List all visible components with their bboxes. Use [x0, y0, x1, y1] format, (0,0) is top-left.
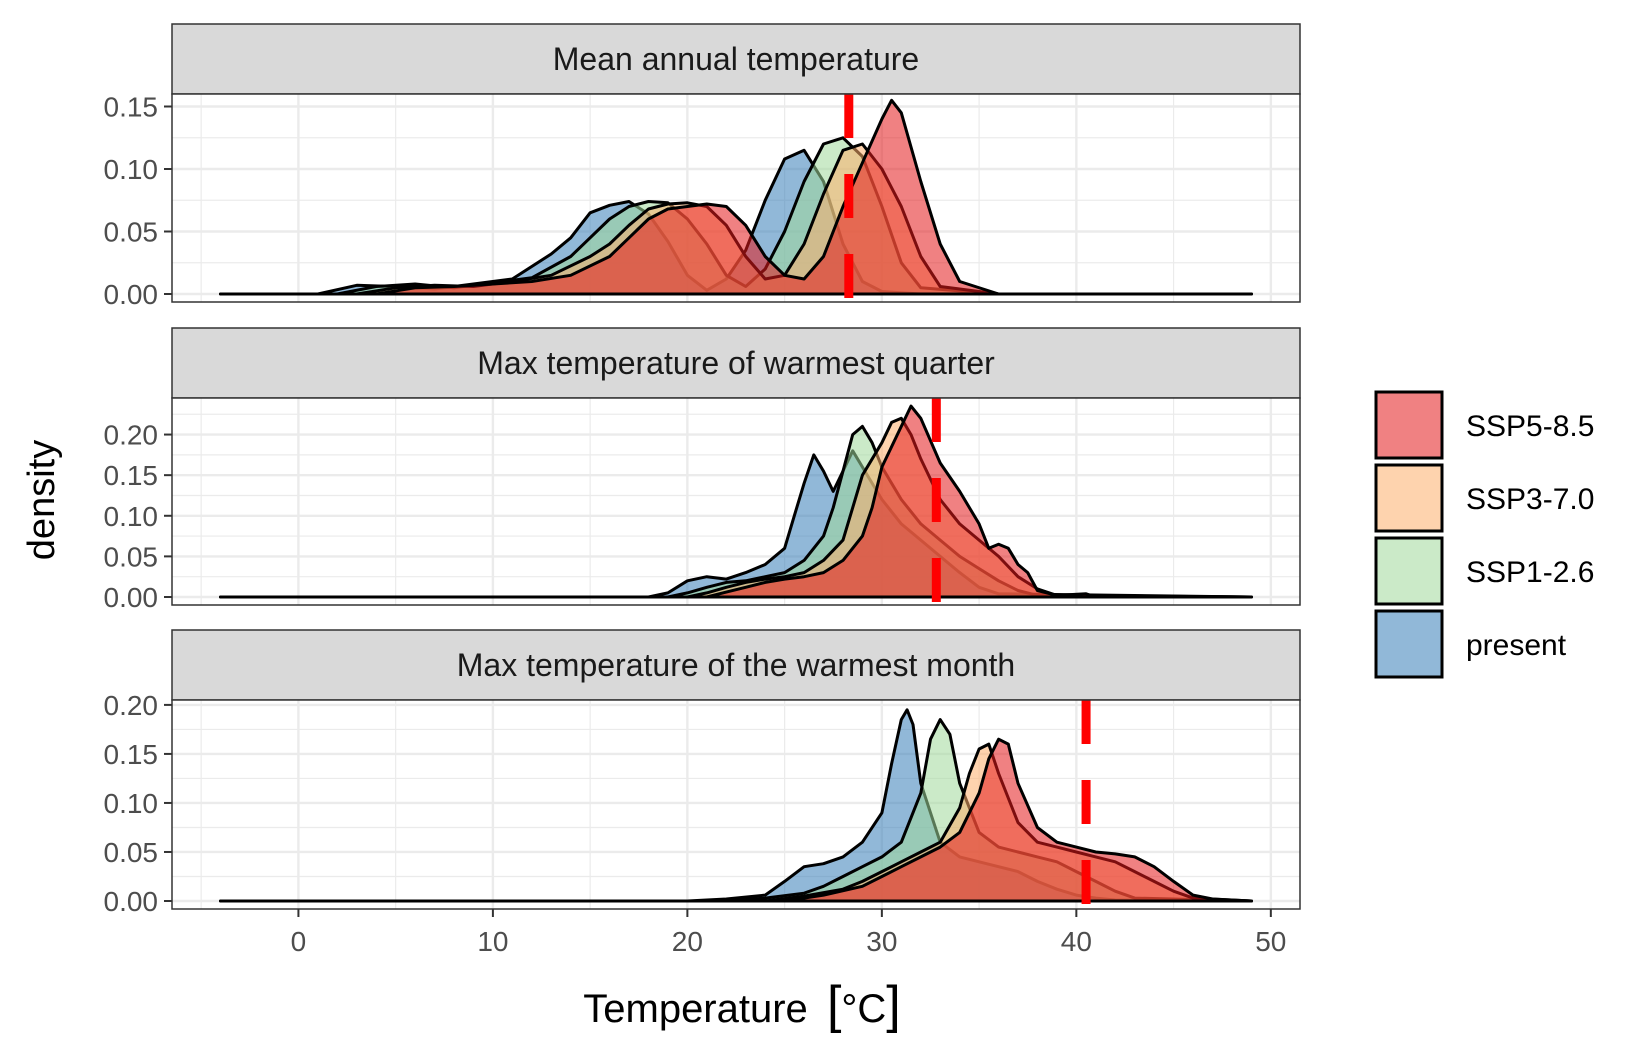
y-tick-label: 0.05	[104, 541, 159, 572]
y-tick-label: 0.05	[104, 217, 159, 248]
legend-swatch	[1374, 390, 1444, 460]
density-area-ssp5-8-5	[219, 404, 1253, 599]
y-tick-label: 0.10	[104, 154, 159, 185]
y-tick-label: 0.05	[104, 837, 159, 868]
legend-label: present	[1466, 629, 1567, 662]
density-areas	[219, 98, 1253, 296]
y-tick-label: 0.00	[104, 886, 159, 917]
panels: Mean annual temperature0.000.050.100.15M…	[104, 23, 1301, 917]
legend-item: SSP3-7.0	[1374, 463, 1594, 533]
x-tick-label: 30	[866, 926, 897, 957]
x-axis-title: Temperature [°C]	[583, 976, 900, 1034]
x-tick-label: 40	[1061, 926, 1092, 957]
facet-panel: Mean annual temperature 0.00 0.05 0.10 0.15	[104, 23, 1301, 310]
legend-swatch	[1374, 536, 1444, 606]
panel-border	[171, 93, 1301, 303]
gridlines	[172, 398, 1300, 605]
y-axis: 0.00 0.05 0.10 0.15 0.20	[104, 420, 172, 613]
y-tick-label: 0.00	[104, 582, 159, 613]
y-axis-title: density	[21, 440, 63, 560]
y-axis: 0.00 0.05 0.10 0.15 0.20	[104, 690, 172, 917]
legend-swatch	[1374, 609, 1444, 679]
x-axis-title-text: Temperature	[583, 987, 808, 1031]
facet-strip-title: Max temperature of warmest quarter	[477, 345, 995, 381]
x-tick-label: 50	[1255, 926, 1286, 957]
y-tick-label: 0.10	[104, 501, 159, 532]
legend-item: SSP1-2.6	[1374, 536, 1594, 606]
y-tick-label: 0.15	[104, 92, 159, 123]
x-tick-label: 10	[477, 926, 508, 957]
panel-border	[171, 397, 1301, 606]
x-axis-unit-bracket-close: ]	[886, 976, 900, 1034]
y-axis: 0.00 0.05 0.10 0.15	[104, 92, 172, 310]
facet-panel: Max temperature of warmest quarter0.000.…	[104, 327, 1301, 613]
legend: SSP5-8.5 SSP3-7.0 SSP1-2.6 present	[1374, 390, 1594, 679]
facet-strip	[171, 629, 1301, 701]
facet-strip-title: Mean annual temperature	[553, 41, 919, 77]
x-axis-unit-bracket-open: [	[827, 976, 842, 1034]
density-area-ssp5-8-5	[219, 98, 1253, 296]
panel-background	[172, 398, 1300, 605]
y-tick-label: 0.00	[104, 279, 159, 310]
density-area-ssp5-8-5	[219, 737, 1253, 903]
legend-item: SSP5-8.5	[1374, 390, 1594, 460]
legend-label: SSP1-2.6	[1466, 556, 1594, 589]
y-tick-label: 0.20	[104, 690, 159, 721]
x-tick-label: 20	[672, 926, 703, 957]
facet-strip	[171, 327, 1301, 399]
y-tick-label: 0.15	[104, 739, 159, 770]
facet-strip-title: Max temperature of the warmest month	[457, 647, 1015, 683]
legend-label: SSP3-7.0	[1466, 483, 1594, 516]
density-areas	[219, 708, 1253, 903]
panel-border	[171, 699, 1301, 910]
density-areas	[219, 404, 1253, 599]
y-tick-label: 0.10	[104, 788, 159, 819]
legend-swatch	[1374, 463, 1444, 533]
legend-label: SSP5-8.5	[1466, 410, 1594, 443]
x-axis: 0 10 20 30 40 50	[291, 909, 1286, 957]
legend-item: present	[1374, 609, 1567, 679]
x-axis-unit: °C	[841, 987, 886, 1031]
facet-strip	[171, 23, 1301, 95]
facet-panel: Max temperature of the warmest month 0.00…	[104, 629, 1301, 917]
x-tick-label: 0	[291, 926, 307, 957]
y-tick-label: 0.20	[104, 420, 159, 451]
y-tick-label: 0.15	[104, 460, 159, 491]
